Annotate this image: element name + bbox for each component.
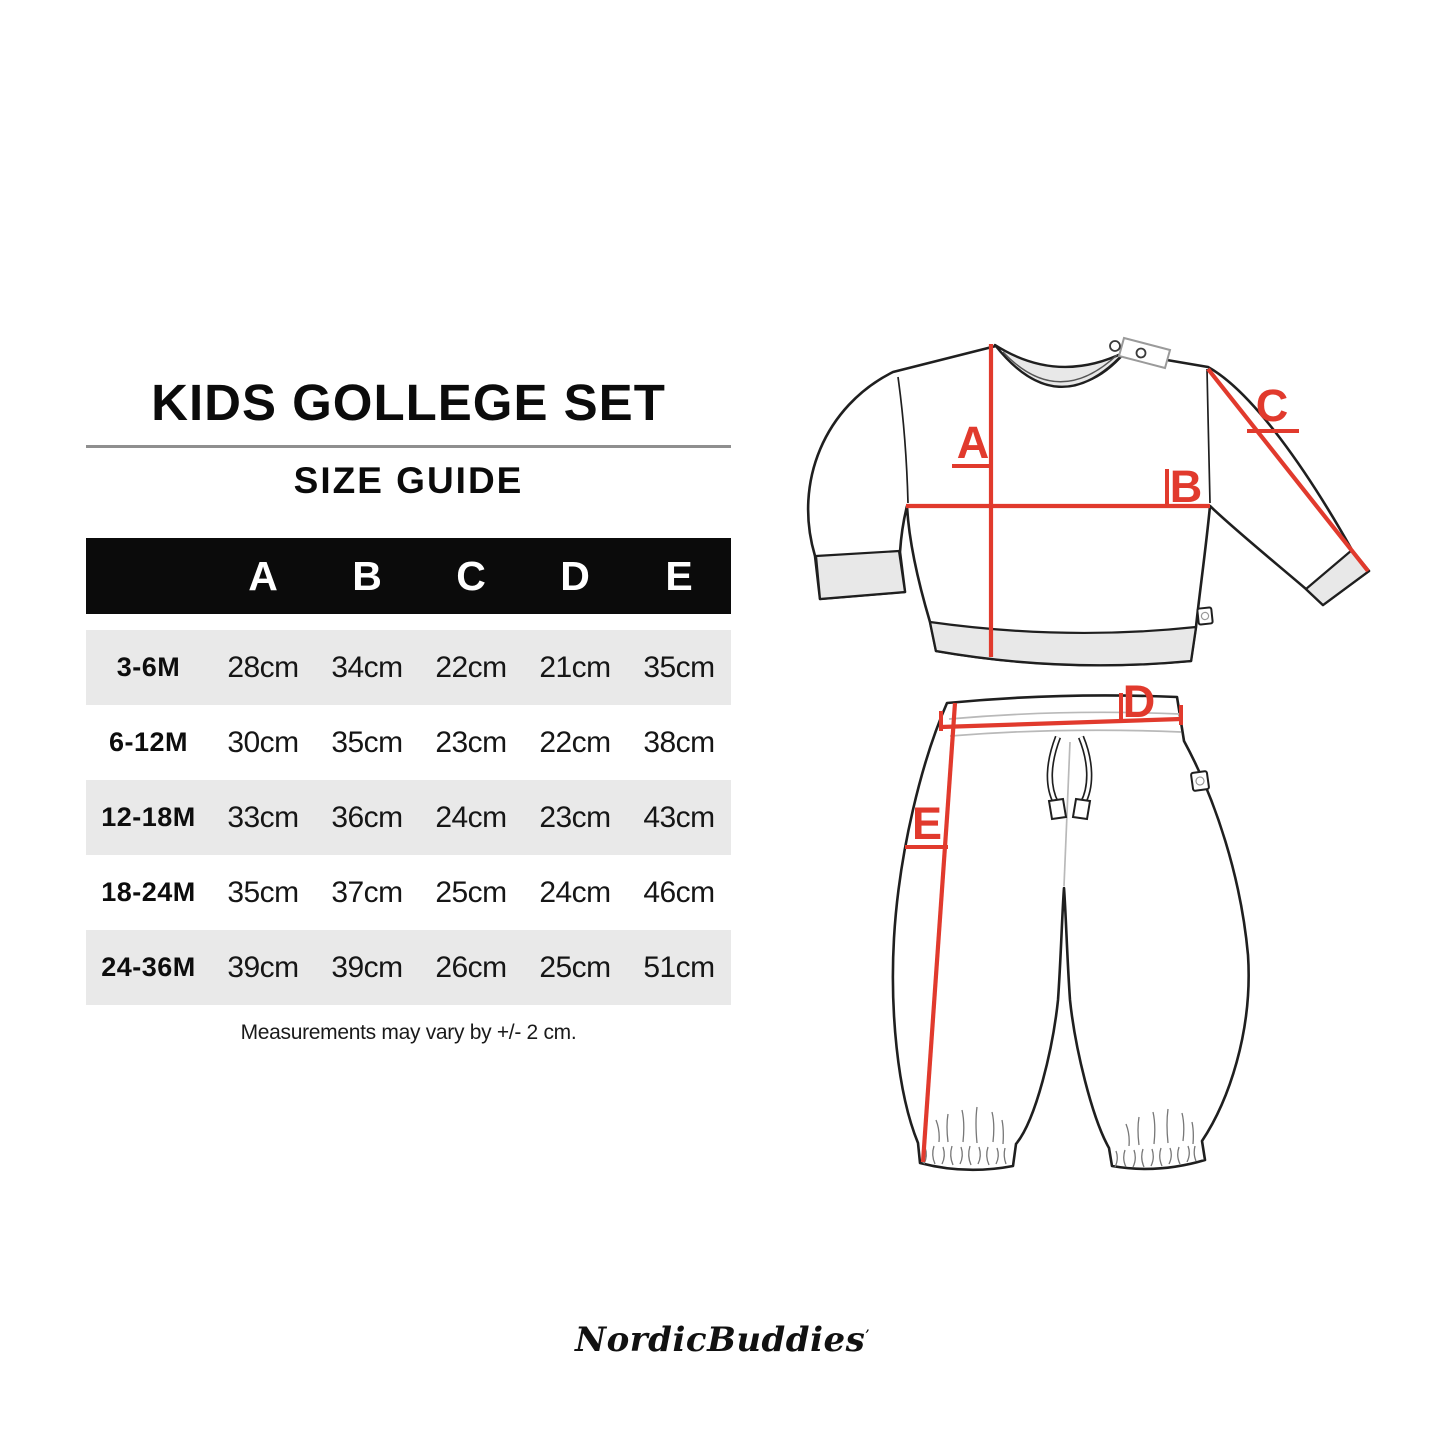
header-col-b: B <box>352 552 382 599</box>
value-cell: 24cm <box>435 800 507 834</box>
sweatshirt-hem-band <box>928 620 1198 667</box>
pants-drawing: D E <box>891 676 1250 1172</box>
size-table-panel: KIDS GOLLEGE SET SIZE GUIDE A B C D E 3-… <box>86 376 731 1045</box>
sweatshirt-drawing: A B C <box>806 336 1371 667</box>
value-cell: 24cm <box>539 875 611 909</box>
value-cell: 35cm <box>331 725 403 759</box>
value-cell: 26cm <box>435 950 507 984</box>
table-row: 3-6M 28cm 34cm 22cm 21cm 35cm <box>86 630 731 705</box>
value-cell: 33cm <box>227 800 299 834</box>
brand-logo-text: NordicBuddies <box>575 1320 866 1360</box>
size-cell: 12-18M <box>101 802 196 832</box>
snap-button-icon <box>1135 347 1147 359</box>
center-front-line <box>1063 741 1071 887</box>
header-empty-cell <box>86 538 211 614</box>
header-col-c: C <box>456 552 486 599</box>
left-cuff-gather-lines <box>935 1106 1004 1145</box>
value-cell: 39cm <box>331 950 403 984</box>
tolerance-note: Measurements may vary by +/- 2 cm. <box>240 1021 577 1044</box>
size-cell: 3-6M <box>116 652 181 682</box>
brand-logo-mark: ’ <box>865 1327 870 1342</box>
value-cell: 34cm <box>331 650 403 684</box>
value-cell: 28cm <box>227 650 299 684</box>
value-cell: 23cm <box>435 725 507 759</box>
value-cell: 23cm <box>539 800 611 834</box>
value-cell: 30cm <box>227 725 299 759</box>
value-cell: 46cm <box>643 875 715 909</box>
value-cell: 36cm <box>331 800 403 834</box>
value-cell: 37cm <box>331 875 403 909</box>
sweatshirt-left-cuff <box>814 549 907 601</box>
value-cell: 51cm <box>643 950 715 984</box>
drawstring-aglet <box>1071 797 1092 821</box>
value-cell: 22cm <box>539 725 611 759</box>
right-armhole-seam <box>1206 368 1211 504</box>
pants-side-tag <box>1190 770 1210 792</box>
size-cell: 18-24M <box>101 877 196 907</box>
measure-line-c <box>1206 367 1370 573</box>
measure-label-e: E <box>912 798 942 849</box>
measure-line-d <box>940 716 1182 730</box>
size-cell: 24-36M <box>101 952 196 982</box>
value-cell: 21cm <box>539 650 611 684</box>
header-col-e: E <box>665 552 693 599</box>
table-row: 6-12M 30cm 35cm 23cm 22cm 38cm <box>86 705 731 780</box>
measure-label-d: D <box>1123 676 1156 727</box>
drawstring <box>1046 735 1093 821</box>
pants-outline <box>891 694 1250 1172</box>
value-cell: 25cm <box>539 950 611 984</box>
table-header-row: A B C D E <box>86 538 731 614</box>
right-cuff-rib-lines <box>1114 1145 1197 1168</box>
page-subtitle: SIZE GUIDE <box>293 460 524 501</box>
table-row: 12-18M 33cm 36cm 24cm 23cm 43cm <box>86 780 731 855</box>
page-title: KIDS GOLLEGE SET <box>151 374 666 431</box>
header-col-a: A <box>248 552 278 599</box>
waistband-stitch-line <box>949 729 1182 737</box>
snap-button-icon <box>1109 340 1121 352</box>
value-cell: 22cm <box>435 650 507 684</box>
measure-label-b: B <box>1170 461 1203 512</box>
measure-line-e <box>920 702 958 1163</box>
value-cell: 43cm <box>643 800 715 834</box>
left-armhole-seam <box>897 376 909 504</box>
title-divider <box>86 445 731 448</box>
sweatshirt-side-tag <box>1196 606 1214 626</box>
drawstring-aglet <box>1047 797 1068 821</box>
header-col-d: D <box>560 552 590 599</box>
table-row: 24-36M 39cm 39cm 26cm 25cm 51cm <box>86 930 731 1005</box>
waistband-stitch-line <box>948 711 1181 720</box>
table-body: 3-6M 28cm 34cm 22cm 21cm 35cm 6-12M 30cm… <box>86 630 731 1005</box>
measure-label-a: A <box>957 417 990 468</box>
size-cell: 6-12M <box>108 727 189 757</box>
left-cuff-rib-lines <box>923 1145 1007 1166</box>
right-cuff-gather-lines <box>1125 1108 1194 1147</box>
table-row: 18-24M 35cm 37cm 25cm 24cm 46cm <box>86 855 731 930</box>
value-cell: 39cm <box>227 950 299 984</box>
garment-measure-diagram: A B C <box>806 336 1371 1172</box>
value-cell: 25cm <box>435 875 507 909</box>
value-cell: 38cm <box>643 725 715 759</box>
measure-label-c: C <box>1256 380 1289 431</box>
collar-rib-line <box>1002 351 1118 383</box>
value-cell: 35cm <box>227 875 299 909</box>
value-cell: 35cm <box>643 650 715 684</box>
brand-logo: NordicBuddies’ <box>0 1320 1445 1360</box>
